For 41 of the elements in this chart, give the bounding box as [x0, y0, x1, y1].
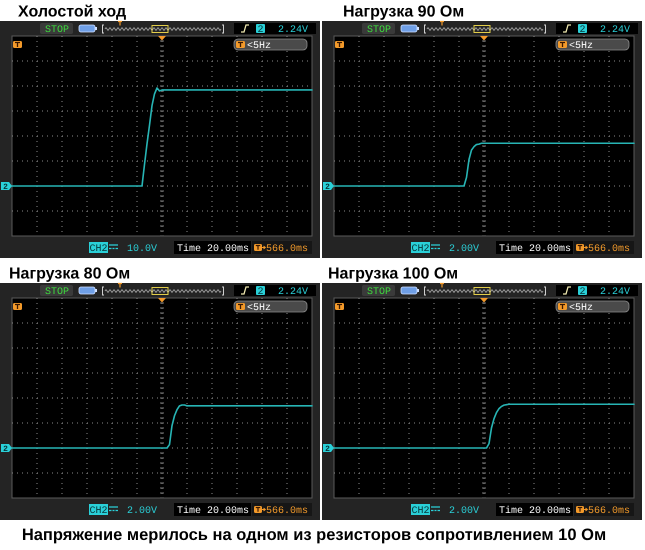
chart-title: Нагрузка 80 Ом	[9, 266, 130, 282]
annotation: 2	[3, 183, 8, 192]
text: STOP	[367, 25, 392, 36]
annotation: 2	[3, 445, 8, 454]
text: 2.00V	[127, 506, 158, 517]
text: 2.00V	[449, 244, 480, 255]
text: <5Hz	[569, 41, 594, 52]
text: Time 20.00ms	[499, 505, 572, 517]
text: CH2	[89, 244, 108, 255]
text: 2	[579, 287, 586, 298]
text: 2	[257, 287, 264, 298]
text: 566.0ms	[266, 506, 308, 517]
text: 2	[579, 25, 586, 36]
text: CH2	[89, 506, 108, 517]
text: <5Hz	[569, 303, 594, 314]
text: STOP	[45, 25, 70, 36]
text: 2.24V	[600, 287, 630, 298]
chart-title: Нагрузка 90 Ом	[343, 4, 464, 20]
text: STOP	[367, 287, 392, 298]
text: 566.0ms	[588, 244, 630, 255]
text: Time 20.00ms	[177, 243, 250, 255]
text: Time 20.00ms	[499, 243, 572, 255]
chart-title: Нагрузка 100 Ом	[328, 266, 458, 282]
text: CH2	[411, 244, 430, 255]
text: 2.00V	[449, 506, 480, 517]
text: STOP	[45, 287, 70, 298]
text: <5Hz	[247, 303, 272, 314]
text: 2.24V	[278, 25, 308, 36]
text: 2.24V	[600, 25, 630, 36]
text: 2	[257, 25, 264, 36]
text: 2.24V	[278, 287, 308, 298]
text: 566.0ms	[266, 244, 308, 255]
text: Напряжение мерилось на одном из резисторов сопротивлением 10 Ом	[22, 526, 606, 544]
text: Time 20.00ms	[177, 505, 250, 517]
annotation: 2	[325, 445, 330, 454]
annotation: 2	[325, 183, 330, 192]
text: CH2	[411, 506, 430, 517]
text: <5Hz	[247, 41, 272, 52]
chart-title: Холостой ход	[18, 4, 126, 20]
text: 10.0V	[127, 244, 158, 255]
text: 566.0ms	[588, 506, 630, 517]
